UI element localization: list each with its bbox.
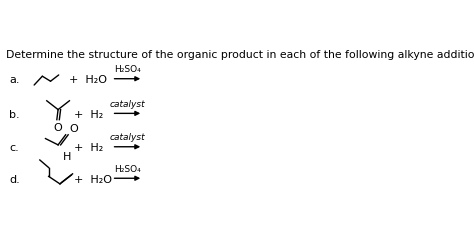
Text: H₂SO₄: H₂SO₄ <box>114 65 141 74</box>
Text: a.: a. <box>9 75 19 85</box>
Text: O: O <box>54 123 63 134</box>
Text: catalyst: catalyst <box>109 133 145 142</box>
Text: c.: c. <box>9 143 18 153</box>
Text: Determine the structure of the organic product in each of the following alkyne a: Determine the structure of the organic p… <box>7 50 474 60</box>
Text: +  H₂O: + H₂O <box>69 75 108 85</box>
Text: +  H₂O: + H₂O <box>74 174 112 184</box>
Text: O: O <box>69 123 78 134</box>
Text: +  H₂: + H₂ <box>74 143 103 153</box>
Text: +  H₂: + H₂ <box>74 110 103 120</box>
Text: H: H <box>63 152 72 162</box>
Text: catalyst: catalyst <box>109 100 145 109</box>
Text: H₂SO₄: H₂SO₄ <box>114 165 141 174</box>
Text: b.: b. <box>9 110 19 120</box>
Text: d.: d. <box>9 174 20 184</box>
